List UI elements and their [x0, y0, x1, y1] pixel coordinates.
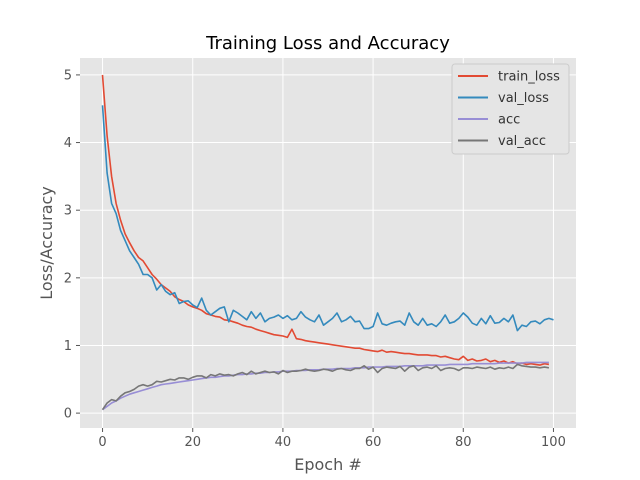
x-tick-label: 80	[455, 435, 472, 450]
chart-title: Training Loss and Accuracy	[205, 33, 450, 54]
x-tick-label: 100	[541, 435, 566, 450]
legend-label-acc: acc	[498, 113, 520, 128]
y-tick-label: 2	[64, 271, 72, 286]
series-line-val-acc	[101, 363, 550, 411]
x-tick-label: 0	[98, 435, 106, 450]
y-tick-label: 1	[64, 339, 72, 354]
legend-box	[451, 63, 570, 155]
x-axis-label: Epoch #	[294, 455, 361, 474]
legend-label-val-acc: val_acc	[498, 134, 546, 149]
x-tick-label: 60	[365, 435, 382, 450]
y-tick-label: 5	[64, 68, 72, 83]
series-line-val-loss	[101, 105, 554, 332]
x-tick-label: 20	[184, 435, 201, 450]
x-axis-ticks: 0 20 40 60 80 100	[98, 428, 566, 450]
series-lines	[101, 74, 554, 411]
legend-label-train-loss: train_loss	[498, 70, 560, 85]
y-tick-label: 3	[64, 204, 72, 219]
y-axis-label: Loss/Accuracy	[37, 186, 56, 300]
y-tick-label: 4	[64, 136, 72, 151]
y-axis-ticks: 0 1 2 3 4 5	[64, 68, 80, 422]
legend-label-val-loss: val_loss	[498, 91, 549, 106]
x-tick-label: 40	[275, 435, 292, 450]
y-tick-label: 0	[64, 407, 72, 422]
